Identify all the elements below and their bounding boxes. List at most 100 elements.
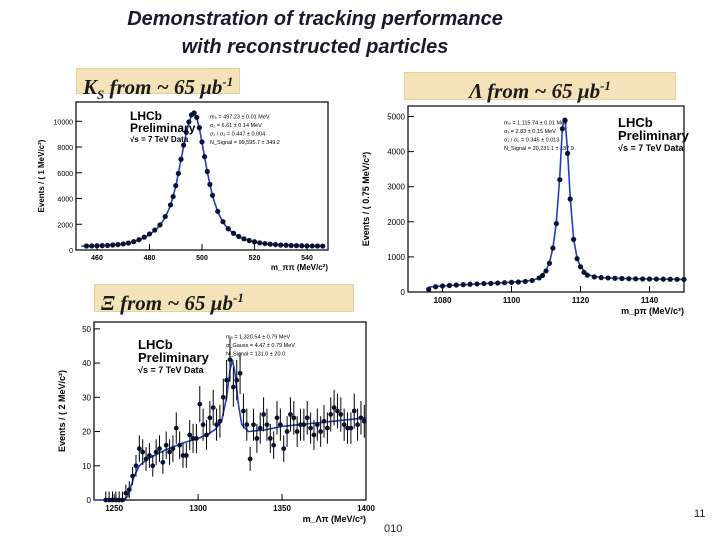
xi-data-point xyxy=(234,377,240,383)
xi-data-point xyxy=(110,497,115,503)
ks-mass-plot: 0 2000 4000 6000 8000 10000 460 480 500 520 540m_π… xyxy=(37,101,329,272)
lambda-superscript: -1 xyxy=(600,78,611,93)
lambda-y-tick-label: 3000 xyxy=(387,183,405,192)
xi-data-point xyxy=(324,425,330,431)
lambda-data-point xyxy=(446,282,452,289)
ks-subscript: S xyxy=(97,87,105,103)
ks-fit-parameter: m₀ = 497.23 ± 0.01 MeV xyxy=(210,115,270,121)
ks-data-point xyxy=(241,236,247,242)
lambda-data-point xyxy=(543,268,549,274)
lambda-x-axis-label: m_pπ (MeV/c²) xyxy=(621,306,684,316)
ks-x-axis-label: m_ππ (MeV/c²) xyxy=(271,263,328,272)
ks-fit-parameter: N_Signal = 99,595.7 ± 349.2 xyxy=(210,140,280,146)
ks-data-point xyxy=(230,230,237,236)
ks-legend-line: √s = 7 TeV Data xyxy=(130,135,189,144)
xi-data-point xyxy=(288,412,293,417)
xi-data-point xyxy=(227,357,233,363)
xi-data-point xyxy=(230,384,236,390)
xi-x-tick-label: 1350 xyxy=(273,504,291,513)
xi-data-point xyxy=(180,453,186,458)
ks-data-point xyxy=(202,154,208,160)
ks-x-tick-label: 500 xyxy=(196,255,208,262)
slide-title-line2: with reconstructed particles xyxy=(181,36,449,58)
xi-x-tick-label: 1250 xyxy=(105,504,123,513)
xi-data-point xyxy=(187,432,193,438)
xi-data-point xyxy=(321,418,327,424)
lambda-x-tick-label: 1080 xyxy=(434,296,452,305)
ks-data-point xyxy=(262,240,268,247)
ks-data-point xyxy=(272,241,279,248)
lambda-data-point xyxy=(515,279,521,285)
xi-data-point xyxy=(254,435,260,441)
ks-legend-line: Preliminary xyxy=(130,121,196,135)
xi-data-point xyxy=(220,394,226,400)
xi-y-tick-label: 20 xyxy=(82,428,91,437)
ks-data-point xyxy=(146,231,153,237)
footer-fragment: 010 xyxy=(384,523,403,535)
lambda-luminosity-label: Λ from ~ 65 μb-1 xyxy=(404,72,676,103)
lambda-data-point xyxy=(439,283,446,289)
xi-data-point xyxy=(123,490,129,496)
ks-data-point xyxy=(152,227,158,233)
xi-data-point xyxy=(304,415,310,421)
xi-data-point xyxy=(341,422,347,428)
lambda-data-point xyxy=(577,264,584,270)
ks-data-point xyxy=(299,243,305,249)
xi-data-point xyxy=(190,435,196,441)
lambda-data-point xyxy=(574,256,580,262)
xi-x-axis-label: m_Λπ (MeV/c²) xyxy=(303,514,366,524)
xi-legend-line: Preliminary xyxy=(138,350,210,365)
lambda-data-point xyxy=(612,275,618,281)
ks-data-point xyxy=(136,237,142,243)
xi-data-point xyxy=(143,456,149,462)
lambda-fit-parameter: σ₁ = 2.83 ± 0.15 MeV xyxy=(504,129,556,135)
lambda-data-point xyxy=(426,286,432,292)
xi-y-axis-label: Events / ( 2 MeV/c²) xyxy=(57,370,67,452)
xi-data-point xyxy=(267,435,273,441)
xi-data-point xyxy=(355,422,361,428)
xi-data-point xyxy=(157,446,162,452)
ks-data-point xyxy=(178,156,184,162)
ks-y-tick-label: 0 xyxy=(69,248,73,255)
xi-data-point xyxy=(284,429,290,434)
ks-data-point xyxy=(207,181,213,187)
lambda-data-point xyxy=(488,280,494,287)
xi-fit-parameter: m₀ = 1,320.54 ± 0.79 MeV xyxy=(226,335,290,341)
ks-data-point xyxy=(293,243,300,249)
xi-data-point xyxy=(261,412,266,417)
ks-data-point xyxy=(141,234,147,240)
lambda-data-point xyxy=(522,278,528,285)
xi-data-point xyxy=(177,442,183,448)
ks-x-tick-label: 520 xyxy=(249,255,261,262)
xi-data-point xyxy=(160,459,166,465)
ks-luminosity-label: KS from ~ 65 μb-1 xyxy=(76,68,241,102)
xi-data-point xyxy=(207,415,213,421)
ks-data-point xyxy=(288,242,294,249)
lambda-data-point xyxy=(508,279,515,285)
ks-x-tick-label: 460 xyxy=(91,255,103,262)
xi-data-point xyxy=(264,422,270,428)
xi-data-point xyxy=(247,456,253,462)
lambda-data-point xyxy=(557,177,563,183)
xi-data-point xyxy=(311,432,317,438)
ks-data-point xyxy=(175,170,181,177)
xi-legend-line: LHCb xyxy=(138,337,173,352)
ks-data-point xyxy=(183,129,189,135)
xi-superscript: -1 xyxy=(233,290,244,305)
lambda-data-point xyxy=(681,276,687,282)
lambda-legend-line: LHCb xyxy=(618,115,653,130)
xi-data-point xyxy=(194,435,199,441)
lambda-data-point xyxy=(433,284,439,290)
xi-x-tick-label: 1400 xyxy=(357,504,375,513)
xi-fit-parameter: σ_Gauss = 4.47 ± 0.79 MeV xyxy=(226,343,295,349)
xi-y-tick-label: 50 xyxy=(82,325,91,334)
lambda-data-point xyxy=(619,275,625,282)
xi-data-point xyxy=(106,497,112,503)
ks-data-point xyxy=(120,241,126,247)
xi-data-point xyxy=(308,425,313,431)
lambda-data-point xyxy=(562,117,568,123)
ks-data-point xyxy=(304,243,310,249)
lambda-fit-parameter: m₀ = 1,115.74 ± 0.01 MeV xyxy=(504,121,568,127)
xi-data-point xyxy=(361,418,367,424)
lambda-fit-parameter: N_Signal = 20,231.1 ± 187.9 xyxy=(504,146,574,152)
